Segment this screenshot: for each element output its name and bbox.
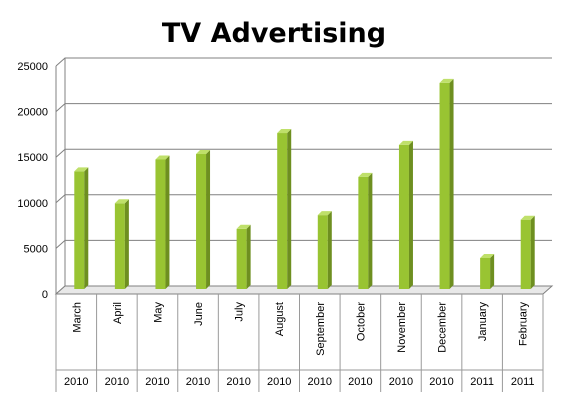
year-label: 2010: [105, 376, 129, 388]
bar: [317, 211, 332, 289]
year-label: 2010: [226, 376, 250, 388]
chart-floor: [54, 285, 554, 295]
bar: [520, 215, 535, 289]
category-label: June: [193, 302, 205, 326]
chart-title: TV Advertising: [162, 18, 386, 49]
category-label: August: [274, 302, 286, 336]
y-tick-label: 15000: [17, 152, 48, 164]
year-label: 2010: [308, 376, 332, 388]
category-label: May: [152, 302, 164, 323]
category-label: December: [437, 302, 449, 353]
gridline: [55, 239, 552, 249]
year-label: 2010: [145, 376, 169, 388]
bar: [155, 155, 170, 289]
year-label: 2010: [186, 376, 210, 388]
bar: [74, 167, 89, 289]
bar: [236, 224, 251, 289]
y-tick-label: 5000: [24, 243, 48, 255]
category-label: October: [355, 302, 367, 341]
y-tick-label: 10000: [17, 198, 48, 210]
y-tick-label: 25000: [17, 61, 48, 73]
bar: [196, 150, 211, 289]
category-label: September: [315, 302, 327, 356]
y-tick-label: 20000: [17, 107, 48, 119]
category-label: July: [234, 302, 246, 322]
category-labels: March April May June July August September Octo…: [71, 302, 529, 356]
bar: [114, 199, 129, 289]
year-label: 2010: [429, 376, 453, 388]
year-label: 2010: [64, 376, 88, 388]
category-label: April: [112, 302, 124, 324]
bar: [480, 253, 495, 289]
gridlines: [55, 57, 552, 295]
category-label: November: [396, 302, 408, 353]
y-tick-label: 0: [42, 289, 48, 301]
gridline: [55, 103, 552, 112]
bar: [439, 78, 454, 289]
year-label: 2011: [511, 376, 535, 388]
year-labels: 2010 2010 2010 2010 2010 2010 2010 2010 2010 2010…: [64, 376, 534, 388]
category-label: February: [518, 302, 530, 347]
gridline: [55, 194, 552, 204]
category-label: March: [71, 302, 83, 333]
year-label: 2010: [267, 376, 291, 388]
bar: [358, 172, 373, 289]
year-label: 2010: [348, 376, 372, 388]
year-label: 2010: [389, 376, 413, 388]
gridline: [55, 148, 552, 158]
bar: [277, 129, 292, 289]
category-label: January: [477, 302, 489, 342]
year-label: 2011: [470, 376, 494, 388]
axes: [54, 58, 554, 392]
bar: [398, 140, 413, 289]
gridline: [55, 57, 552, 67]
bars: [74, 78, 535, 289]
y-tick-labels: 0 5000 10000 15000 20000 25000: [17, 61, 48, 301]
